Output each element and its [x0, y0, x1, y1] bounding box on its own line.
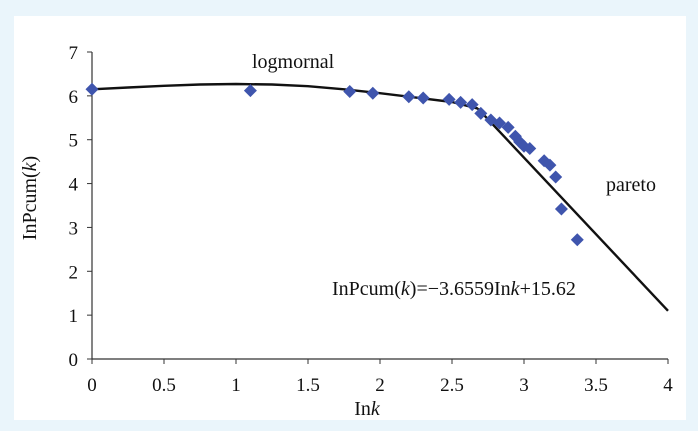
y-tick-label: 5 [69, 131, 79, 152]
y-tick-label: 1 [69, 306, 79, 327]
plot-panel: 0 0.5 1 1.5 2 2.5 3 3.5 4 0 1 2 3 4 5 6 7 Ink InPcum(k)… [14, 16, 686, 420]
data-point-diamond [523, 141, 537, 155]
x-tick-label: 2.5 [440, 375, 464, 396]
data-point-diamond [549, 170, 563, 184]
x-tick-label: 3.5 [584, 375, 608, 396]
axes [91, 52, 668, 360]
data-point-diamond [543, 158, 557, 172]
scatter-chart: 0 0.5 1 1.5 2 2.5 3 3.5 4 0 1 2 3 4 5 6 7 Ink InPcum(k)… [19, 43, 673, 420]
data-point-diamond [570, 233, 584, 247]
x-tick-label: 0 [87, 375, 97, 396]
data-point-diamond [454, 95, 468, 109]
data-points [85, 82, 584, 247]
x-tick-label: 1.5 [296, 375, 320, 396]
y-tick-label: 0 [69, 350, 79, 371]
data-point-diamond [508, 129, 522, 143]
y-tick-labels: 0 1 2 3 4 5 6 7 [69, 43, 92, 371]
data-point-diamond [513, 135, 527, 149]
data-point-diamond [243, 84, 257, 98]
data-point-diamond [343, 84, 357, 98]
y-tick-label: 6 [69, 87, 79, 108]
fit-lines [91, 82, 669, 312]
data-point-diamond [465, 98, 479, 112]
x-tick-label: 0.5 [152, 375, 176, 396]
data-point-diamond [366, 86, 380, 100]
y-axis-label: InPcum(k) [19, 156, 41, 240]
y-tick-label: 2 [69, 262, 79, 283]
x-tick-label: 1 [231, 375, 241, 396]
lognormal-label: logmornal [252, 51, 335, 73]
pareto-label: pareto [606, 174, 656, 196]
x-axis-label: Ink [354, 398, 381, 420]
y-tick-label: 7 [69, 43, 79, 64]
data-point-diamond [501, 120, 515, 134]
data-point-diamond [85, 82, 99, 96]
x-tick-labels: 0 0.5 1 1.5 2 2.5 3 3.5 4 [87, 359, 673, 396]
x-tick-label: 3 [519, 375, 529, 396]
y-tick-label: 4 [69, 175, 79, 196]
data-point-diamond [554, 202, 568, 216]
pareto-fit-line [477, 107, 669, 312]
x-tick-label: 2 [375, 375, 385, 396]
regression-equation: InPcum(k)=−3.6559Ink+15.62 [332, 278, 576, 300]
data-point-diamond [416, 91, 430, 105]
data-point-diamond [442, 92, 456, 106]
data-point-diamond [493, 116, 507, 130]
x-tick-label: 4 [663, 375, 673, 396]
data-point-diamond [474, 106, 488, 120]
data-point-diamond [402, 90, 416, 104]
y-tick-label: 3 [69, 218, 79, 239]
